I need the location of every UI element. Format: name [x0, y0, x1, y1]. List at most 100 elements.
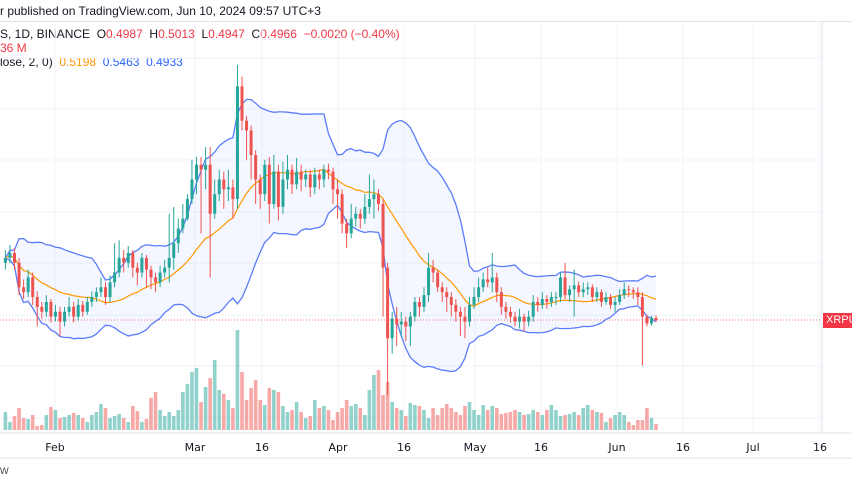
- candle-body: [581, 289, 585, 293]
- candle-body: [449, 297, 453, 305]
- candle-body: [381, 203, 385, 268]
- volume-bar: [126, 422, 131, 430]
- candle-body: [295, 171, 299, 185]
- candle-body: [254, 154, 258, 180]
- volume-bar: [381, 395, 385, 430]
- candle-body: [31, 277, 35, 298]
- candle-body: [131, 252, 135, 268]
- candle-body: [518, 316, 522, 322]
- change-value: −0.0020 (−0.40%): [303, 27, 400, 41]
- volume-bar: [390, 402, 394, 430]
- volume-bar: [476, 415, 481, 430]
- x-tick-label: 16: [397, 441, 411, 454]
- volume-bar: [303, 418, 308, 430]
- candle-body: [326, 169, 330, 172]
- candle-body: [122, 257, 126, 263]
- volume-bar: [363, 415, 367, 430]
- candle-body: [49, 301, 53, 317]
- candle-body: [549, 297, 553, 302]
- volume-bar: [199, 402, 203, 430]
- candle-body: [176, 228, 180, 244]
- candle-body: [267, 164, 271, 204]
- candle-body: [367, 199, 371, 207]
- volume-bar: [517, 412, 522, 430]
- candle-body: [240, 86, 244, 121]
- volume-bar: [349, 406, 353, 430]
- symbol-info[interactable]: S, 1D, BINANCE: [0, 27, 91, 41]
- volume-bar: [558, 416, 563, 430]
- candle-body: [508, 311, 512, 317]
- volume-bar: [385, 382, 390, 430]
- symbol-legend: S, 1D, BINANCE O0.4987 H0.5013 L0.4947 C…: [0, 27, 400, 41]
- candle-body: [263, 164, 267, 195]
- candle-body: [504, 306, 508, 312]
- candle-body: [140, 257, 144, 273]
- candle-body: [404, 321, 408, 327]
- candle-body: [81, 304, 85, 312]
- volume-bar: [226, 400, 231, 430]
- volume-bar: [253, 380, 258, 430]
- candle-body: [481, 279, 485, 288]
- candle-body: [468, 304, 471, 322]
- candle-body: [568, 289, 572, 296]
- volume-bar: [508, 412, 513, 430]
- volume-bar: [504, 413, 508, 430]
- volume-bar: [545, 410, 549, 430]
- volume-bar: [463, 406, 467, 430]
- volume-bar: [563, 415, 567, 430]
- volume-bar: [631, 425, 636, 430]
- volume-bar: [171, 416, 176, 430]
- volume-bar: [185, 384, 190, 430]
- volume-bar: [394, 408, 399, 430]
- volume-bar: [131, 406, 135, 430]
- volume-bar: [654, 424, 658, 430]
- candle-body: [22, 287, 26, 293]
- candle-body: [149, 269, 153, 278]
- x-tick-label: Feb: [45, 441, 65, 454]
- volume-bar: [294, 402, 299, 430]
- volume-bar: [554, 410, 558, 430]
- candle-body: [486, 279, 490, 283]
- brand-text: w: [0, 463, 9, 477]
- candle-body: [627, 289, 631, 291]
- volume-bar: [8, 422, 12, 430]
- candle-body: [290, 169, 294, 185]
- volume-bar: [581, 408, 586, 430]
- candle-body: [440, 287, 444, 293]
- candle-body: [99, 287, 103, 293]
- candle-body: [204, 164, 208, 170]
- volume-bar: [208, 378, 212, 430]
- candle-body: [618, 295, 622, 302]
- volume-bar: [158, 410, 162, 430]
- volume-bar: [372, 375, 376, 430]
- volume-bar: [194, 368, 199, 430]
- volume-bar: [467, 402, 472, 430]
- candle-body: [559, 277, 562, 298]
- volume-bar: [617, 412, 622, 430]
- candle-body: [331, 171, 335, 190]
- volume-bar: [299, 412, 303, 430]
- candle-body: [158, 272, 162, 283]
- volume-bar: [490, 406, 495, 430]
- volume-bar: [12, 416, 17, 430]
- volume-bar: [458, 415, 463, 430]
- candle-body: [245, 120, 249, 131]
- volume-bar: [335, 412, 340, 430]
- candle-body: [217, 179, 221, 195]
- x-tick-label: 16: [255, 441, 269, 454]
- volume-bar: [326, 410, 331, 430]
- volume-bar: [331, 420, 335, 430]
- candle-body: [276, 171, 280, 207]
- candle-body: [336, 189, 340, 195]
- close-label: C: [251, 27, 261, 41]
- volume-bar: [449, 408, 454, 430]
- volume-bar: [262, 405, 267, 430]
- candle-body: [377, 194, 380, 204]
- candle-body: [90, 297, 94, 302]
- volume-bar: [353, 404, 358, 430]
- volume-bar: [344, 400, 349, 430]
- candle-body: [113, 272, 117, 283]
- volume-bar: [240, 372, 244, 430]
- candle-body: [631, 290, 635, 293]
